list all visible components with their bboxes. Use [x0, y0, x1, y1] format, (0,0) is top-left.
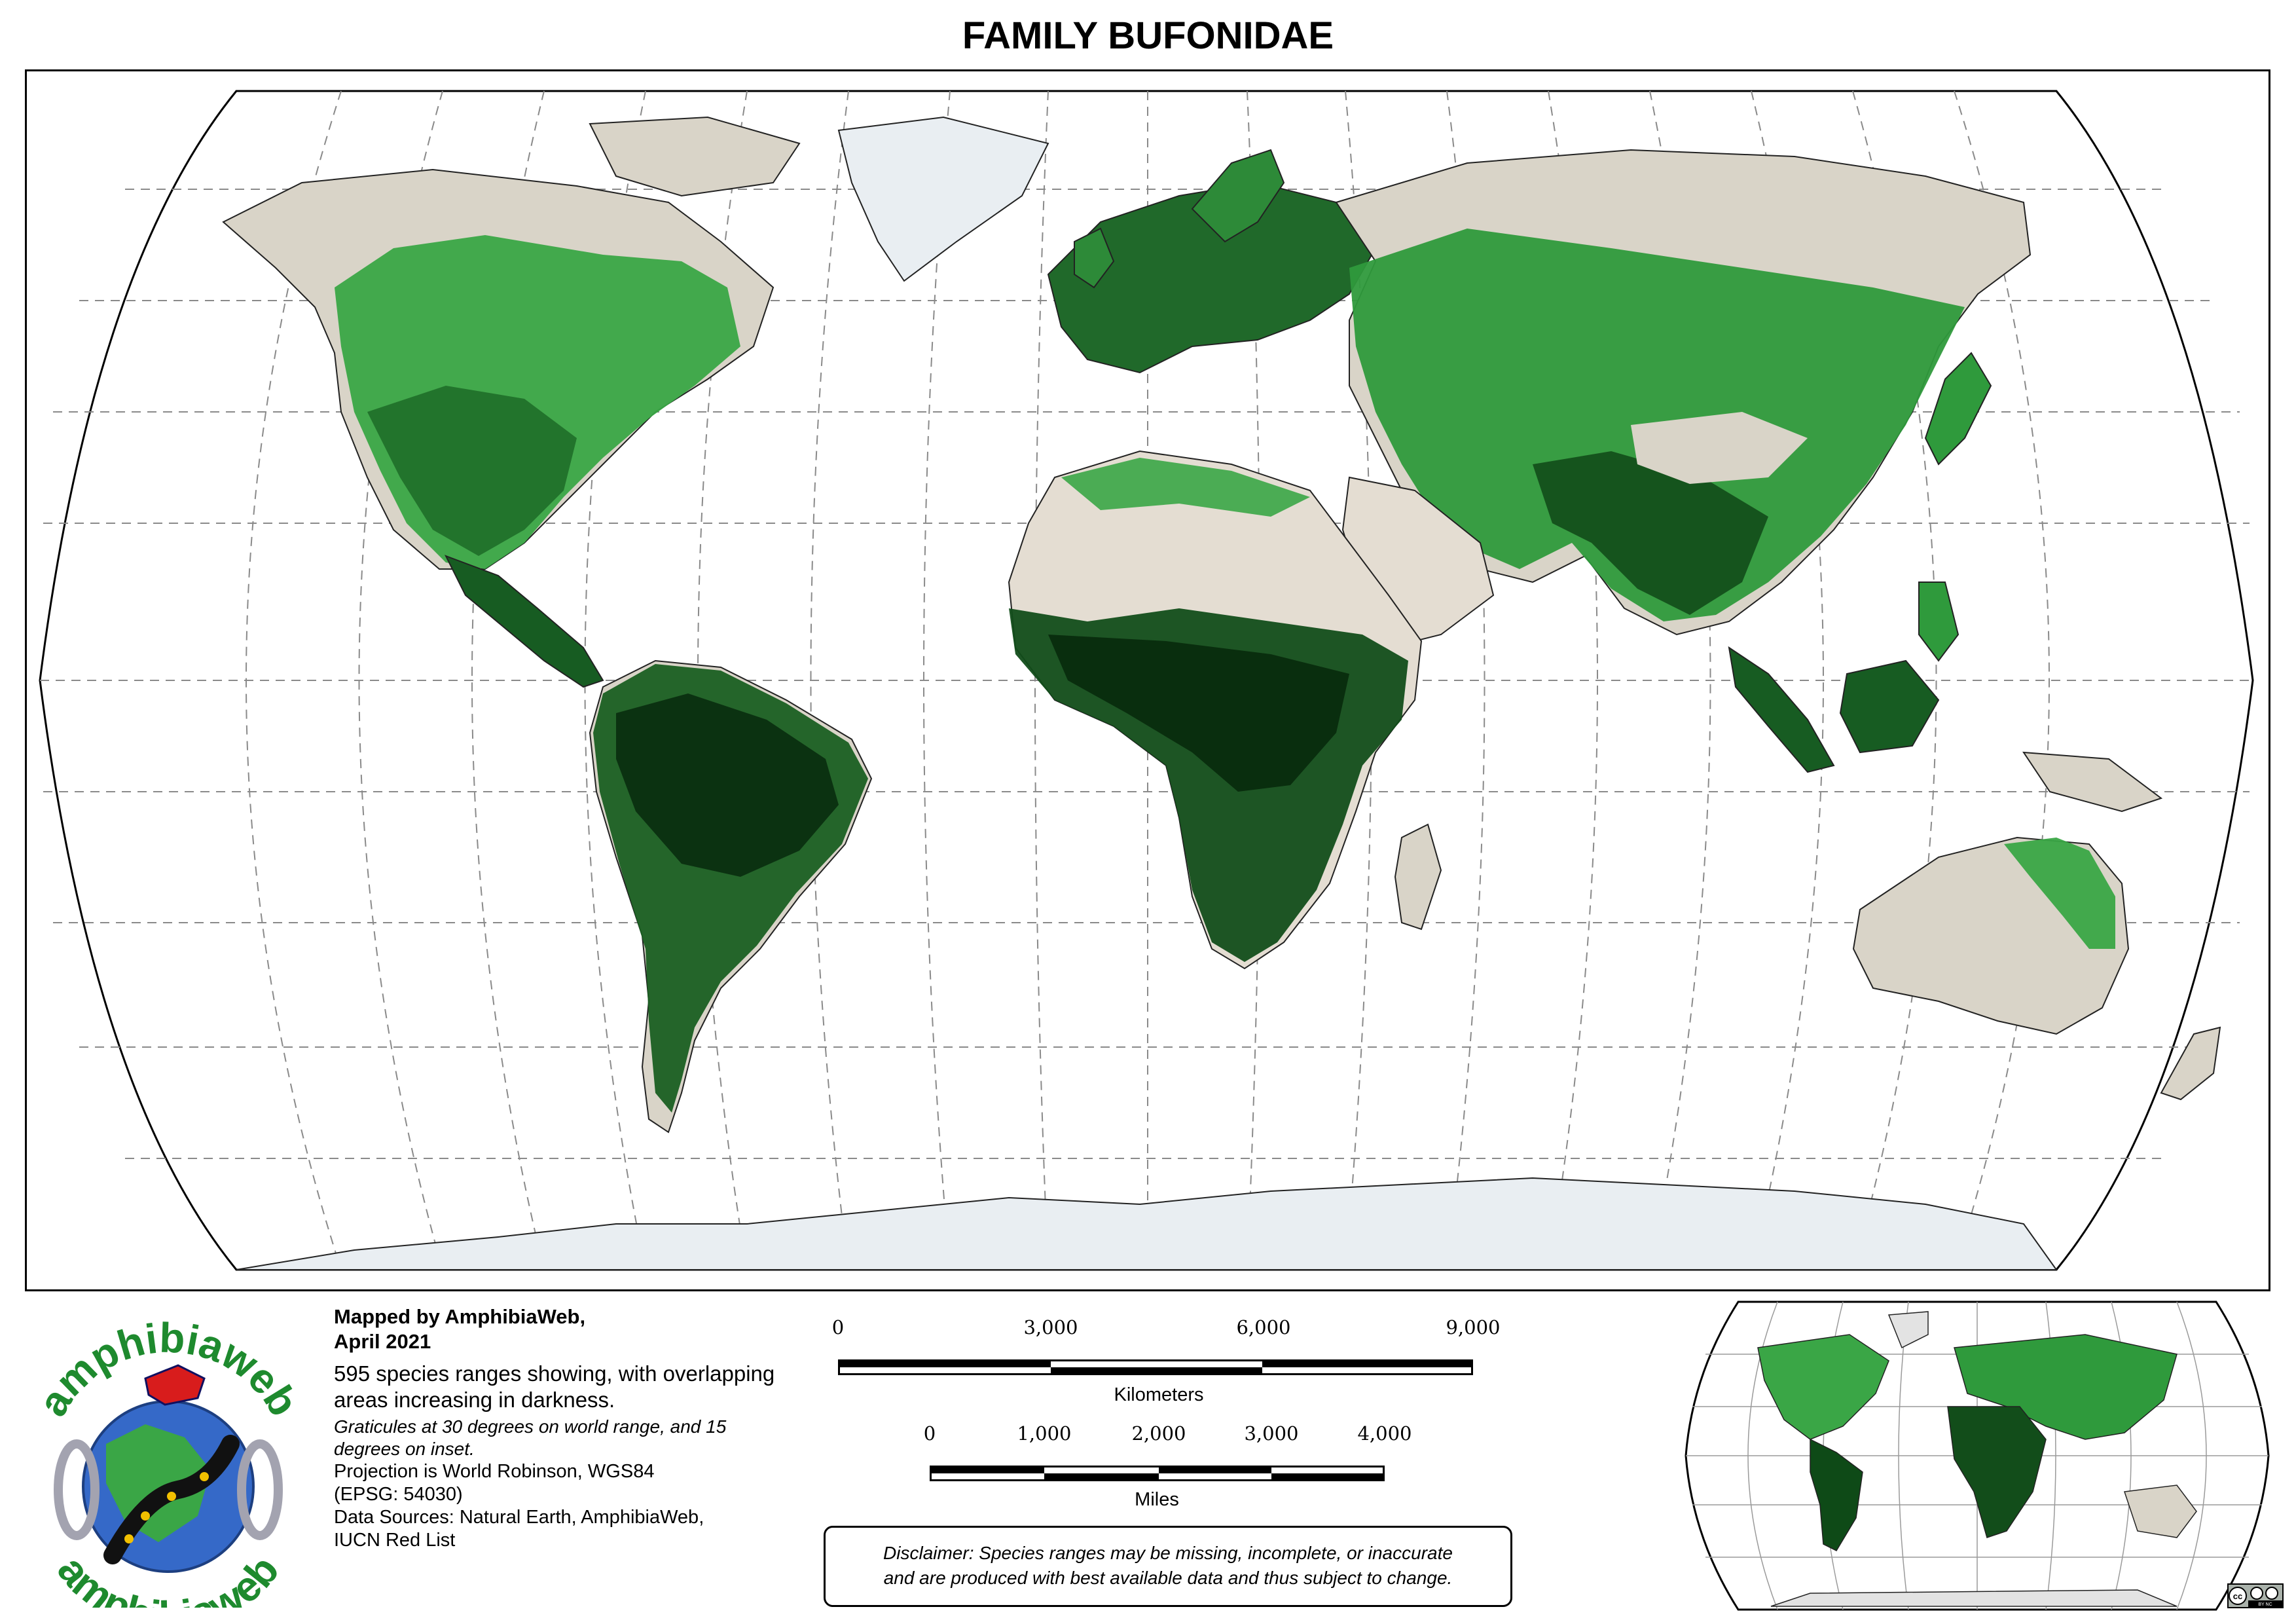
land-borneo [1839, 659, 1940, 754]
land-europe [1047, 181, 1377, 374]
sources-line-1: Data Sources: Natural Earth, AmphibiaWeb… [334, 1507, 704, 1528]
km-unit-label: Kilometers [1114, 1384, 1204, 1405]
land-tibet-plateau [1631, 412, 1808, 484]
cc-by-nc-icon: cc BY NC [2227, 1583, 2284, 1608]
mi-bar [930, 1466, 1385, 1481]
mapped-by: Mapped by AmphibiaWeb, [334, 1305, 586, 1328]
range-north-america-dark [367, 386, 577, 556]
mi-unit-label: Miles [1135, 1489, 1179, 1510]
scale-bar-miles: 0 1,000 2,000 3,000 4,000 Miles [924, 1422, 1412, 1514]
land-madagascar [1394, 823, 1442, 931]
km-tick-0: 0 [831, 1316, 845, 1338]
sources-line-2: IUCN Red List [334, 1530, 456, 1551]
land-britain [1074, 227, 1115, 289]
land-antarctica [236, 1177, 2058, 1270]
projection-line-2: (EPSG: 54030) [334, 1484, 463, 1505]
mi-tick-0: 0 [923, 1422, 936, 1445]
species-description: 595 species ranges showing, with overlap… [334, 1361, 775, 1412]
land-philippines [1918, 581, 1959, 662]
range-amazon-darkest [616, 693, 839, 877]
inset-map [1679, 1295, 2275, 1616]
mi-tick-3: 3,000 [1244, 1422, 1299, 1445]
km-tick-2: 6,000 [1236, 1316, 1291, 1338]
range-asia-dark [1533, 451, 1768, 615]
mi-tick-2: 2,000 [1131, 1422, 1186, 1445]
range-africa-north-patch [1061, 458, 1310, 517]
range-central-america [444, 555, 604, 688]
map-title: FAMILY BUFONIDAE [962, 14, 1334, 57]
cc-license-badge[interactable]: cc BY NC [2227, 1583, 2284, 1608]
km-bar [838, 1359, 1473, 1375]
km-tick-3: 9,000 [1446, 1316, 1501, 1338]
inset-map-canvas [1685, 1301, 2270, 1611]
land-scandinavia [1191, 149, 1285, 243]
logo-salamander [103, 1435, 240, 1564]
km-tick-1: 3,000 [1023, 1316, 1078, 1338]
logo-graphic: amphibiaweb amphibiaweb [29, 1314, 308, 1624]
logo-ring-left [54, 1439, 100, 1540]
cc-text: cc [2233, 1591, 2242, 1601]
graticule-note: Graticules at 30 degrees on world range,… [334, 1416, 727, 1459]
world-map-canvas [39, 90, 2254, 1271]
land-sumatra [1728, 646, 1835, 773]
disclaimer-line-1: Disclaimer: Species ranges may be missin… [883, 1543, 1453, 1563]
land-canada-arctic [589, 116, 801, 197]
mapped-date: April 2021 [334, 1330, 431, 1353]
land-greenland [837, 116, 1049, 282]
disclaimer-box: Disclaimer: Species ranges may be missin… [824, 1526, 1512, 1607]
amphibiaweb-logo: amphibiaweb amphibiaweb [14, 1300, 322, 1624]
logo-ring-right [237, 1439, 283, 1540]
logo-frog [144, 1364, 206, 1406]
range-australia [2004, 838, 2115, 949]
world-map [25, 69, 2270, 1291]
land-japan [1924, 352, 1992, 466]
mi-tick-4: 4,000 [1357, 1422, 1412, 1445]
mi-tick-1: 1,000 [1017, 1422, 1072, 1445]
projection-line-1: Projection is World Robinson, WGS84 [334, 1461, 655, 1482]
land-new-zealand [2160, 1026, 2221, 1101]
land-new-guinea [2022, 751, 2163, 813]
cc-sub-text: BY NC [2258, 1602, 2272, 1607]
disclaimer-line-2: and are produced with best available dat… [883, 1568, 1453, 1588]
scale-bar-km: 0 3,000 6,000 9,000 Kilometers [832, 1316, 1501, 1405]
credits-block: Mapped by AmphibiaWeb, April 2021 595 sp… [334, 1304, 792, 1552]
range-africa-darkest [1048, 635, 1349, 792]
